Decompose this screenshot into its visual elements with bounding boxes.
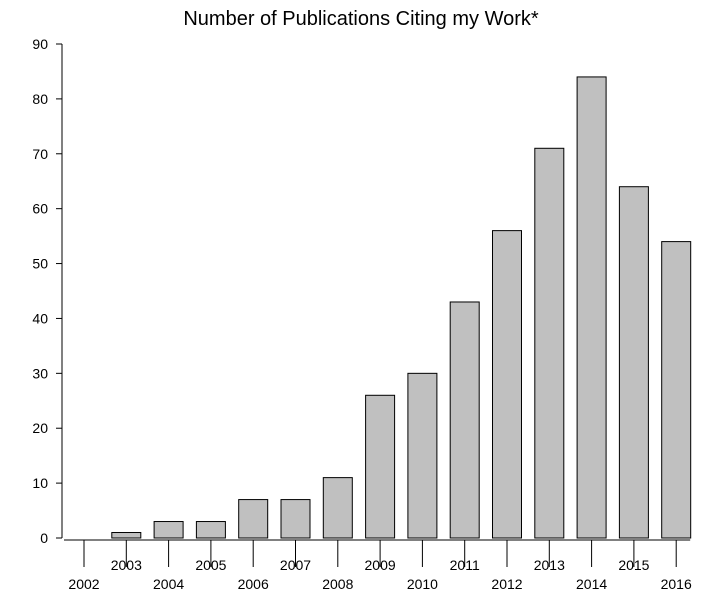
x-tick-label: 2016 [661,576,692,592]
y-tick-label: 70 [32,146,48,162]
x-tick-label: 2013 [534,557,565,573]
y-tick-label: 20 [32,420,48,436]
y-tick-label: 60 [32,201,48,217]
x-tick-label: 2009 [365,557,396,573]
y-tick-label: 40 [32,310,48,326]
bar-2016 [661,241,692,539]
bar-2013 [534,147,565,539]
x-tick-label: 2015 [618,557,649,573]
y-tick-label: 0 [40,530,48,546]
bars [111,76,692,539]
x-tick-label: 2014 [576,576,607,592]
x-tick-label: 2011 [450,557,480,573]
bar-2008 [322,477,353,539]
bar-2011 [449,301,480,539]
x-tick-label: 2005 [195,557,226,573]
x-tick-label: 2008 [322,576,353,592]
y-tick-label: 10 [32,475,48,491]
x-tick-label: 2010 [407,576,438,592]
x-tick-label: 2003 [111,557,142,573]
bar-2003 [111,532,142,539]
x-tick-label: 2007 [280,557,311,573]
y-tick-label: 50 [32,256,48,272]
bar-2005 [195,521,226,539]
x-axis: 2002 2003 2004 2005 2006 2007 2008 2009 2010 2011… [64,539,692,592]
chart-title: Number of Publications Citing my Work* [183,8,539,30]
x-tick-label: 2012 [491,576,522,592]
bar-2009 [365,394,396,539]
x-tick-label: 2006 [238,576,269,592]
bar-2004 [153,521,184,539]
bar-2012 [492,230,522,539]
bar-2007 [280,499,311,539]
bar-2014 [576,76,607,539]
y-tick-label: 90 [32,36,48,52]
x-tick-label: 2004 [153,576,184,592]
bar-2010 [407,372,438,539]
y-tick-label: 30 [32,365,48,381]
x-tick-label: 2002 [68,576,99,592]
bar-2006 [238,499,269,539]
y-axis: 0 10 20 30 40 50 60 70 80 90 [32,36,63,546]
bar-2015 [618,186,649,539]
y-tick-label: 80 [32,91,48,107]
